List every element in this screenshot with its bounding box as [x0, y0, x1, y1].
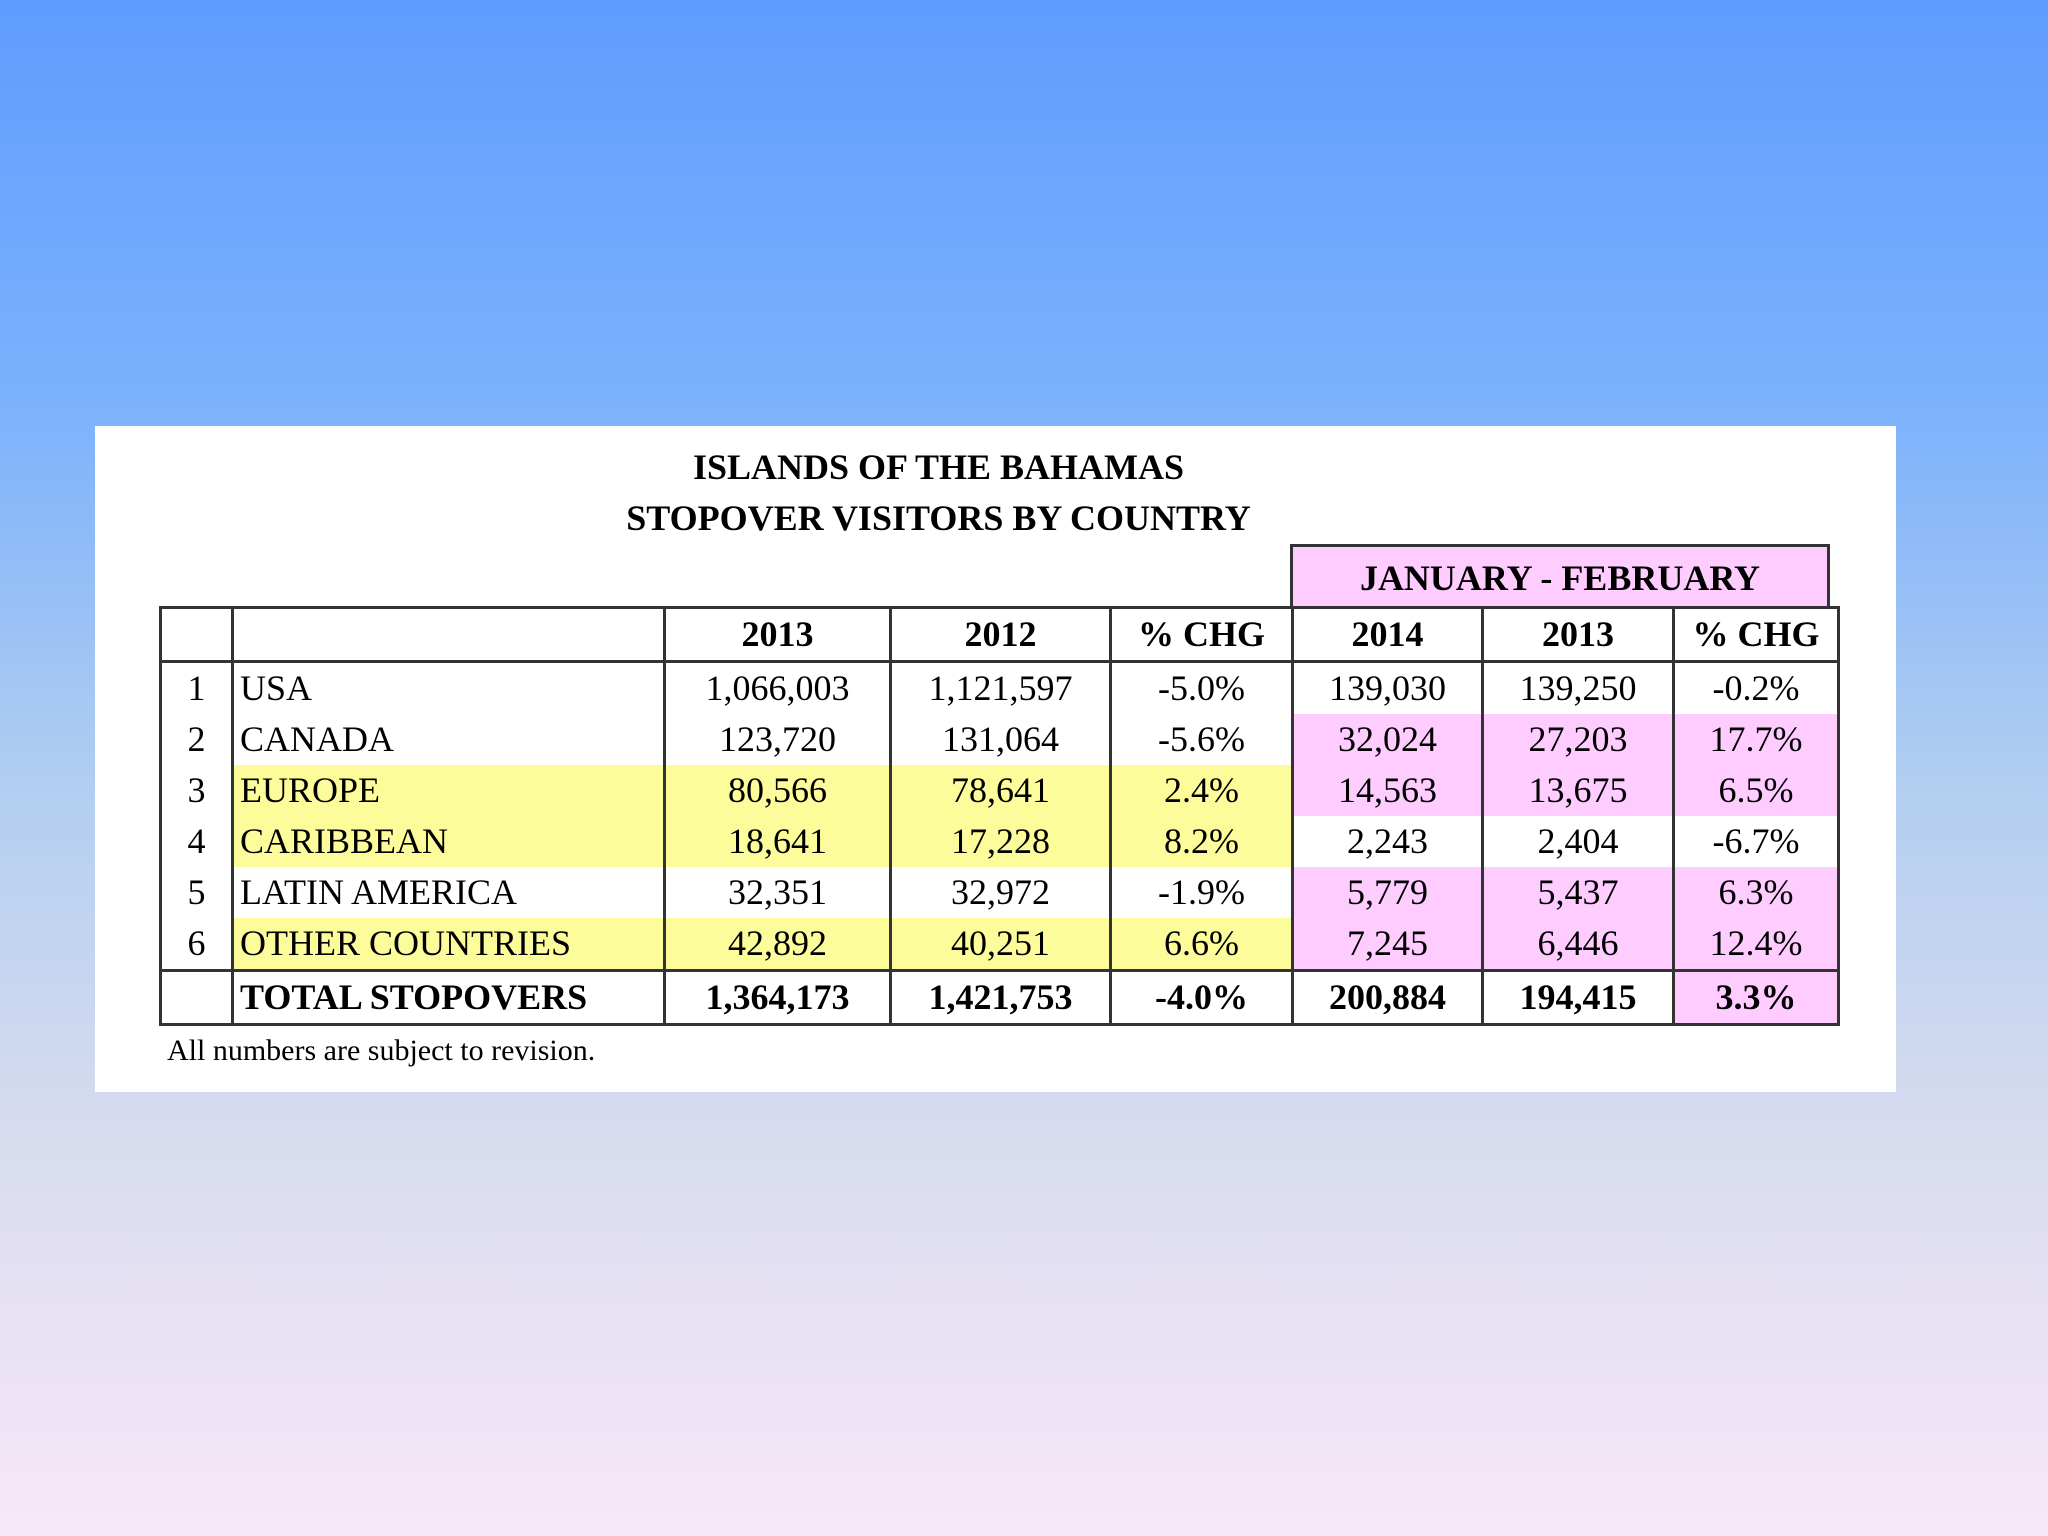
percent-change: -5.6%: [1109, 714, 1294, 765]
period-value-2014: 14,563: [1291, 765, 1484, 816]
period-value-2014: 32,024: [1291, 714, 1484, 765]
table-row: 2 CANADA 123,720 131,064 -5.6% 32,024 27…: [159, 714, 1840, 765]
period-percent-change: 12.4%: [1672, 918, 1840, 971]
total-percent-change: -4.0%: [1109, 969, 1294, 1026]
value-2012: 17,228: [889, 816, 1112, 867]
total-row: TOTAL STOPOVERS 1,364,173 1,421,753 -4.0…: [159, 969, 1840, 1026]
period-value-2013: 6,446: [1481, 918, 1675, 971]
row-index: 1: [159, 660, 234, 714]
country-name: LATIN AMERICA: [231, 867, 666, 918]
column-header: [159, 606, 234, 663]
period-percent-change: 17.7%: [1672, 714, 1840, 765]
column-header: [231, 606, 666, 663]
table-row: 3 EUROPE 80,566 78,641 2.4% 14,563 13,67…: [159, 765, 1840, 816]
period-value-2013: 27,203: [1481, 714, 1675, 765]
table-row: 6 OTHER COUNTRIES 42,892 40,251 6.6% 7,2…: [159, 918, 1840, 971]
percent-change: -1.9%: [1109, 867, 1294, 918]
table-sheet: ISLANDS OF THE BAHAMAS STOPOVER VISITORS…: [95, 426, 1896, 1092]
row-index: 2: [159, 714, 234, 765]
percent-change: 2.4%: [1109, 765, 1294, 816]
value-2012: 32,972: [889, 867, 1112, 918]
period-value-2013: 139,250: [1481, 660, 1675, 714]
column-header: 2013: [663, 606, 892, 663]
table-row: 1 USA 1,066,003 1,121,597 -5.0% 139,030 …: [159, 660, 1840, 714]
row-index: 6: [159, 918, 234, 971]
value-2012: 40,251: [889, 918, 1112, 971]
percent-change: 8.2%: [1109, 816, 1294, 867]
total-period-2014: 200,884: [1291, 969, 1484, 1026]
value-2013: 18,641: [663, 816, 892, 867]
table-row: 4 CARIBBEAN 18,641 17,228 8.2% 2,243 2,4…: [159, 816, 1840, 867]
value-2012: 131,064: [889, 714, 1112, 765]
country-name: CANADA: [231, 714, 666, 765]
table-subtitle: STOPOVER VISITORS BY COUNTRY: [626, 498, 1251, 538]
total-2012: 1,421,753: [889, 969, 1112, 1026]
column-header: % CHG: [1109, 606, 1294, 663]
row-index: 3: [159, 765, 234, 816]
header-row: 2013 2012 % CHG 2014 2013 % CHG: [159, 606, 1840, 663]
percent-change: 6.6%: [1109, 918, 1294, 971]
period-value-2013: 13,675: [1481, 765, 1675, 816]
column-header: 2013: [1481, 606, 1675, 663]
row-index: 5: [159, 867, 234, 918]
value-2013: 123,720: [663, 714, 892, 765]
value-2013: 42,892: [663, 918, 892, 971]
period-percent-change: -0.2%: [1672, 660, 1840, 714]
table-title: ISLANDS OF THE BAHAMAS: [692, 447, 1185, 487]
value-2013: 80,566: [663, 765, 892, 816]
total-period-percent-change: 3.3%: [1672, 969, 1840, 1026]
value-2013: 1,066,003: [663, 660, 892, 714]
period-value-2014: 139,030: [1291, 660, 1484, 714]
total-2013: 1,364,173: [663, 969, 892, 1026]
period-percent-change: 6.5%: [1672, 765, 1840, 816]
country-name: EUROPE: [231, 765, 666, 816]
value-2012: 78,641: [889, 765, 1112, 816]
period-percent-change: -6.7%: [1672, 816, 1840, 867]
country-name: OTHER COUNTRIES: [231, 918, 666, 971]
row-index: [159, 969, 234, 1026]
stopover-table: 2013 2012 % CHG 2014 2013 % CHG 1 USA 1,…: [159, 606, 1840, 1026]
period-header: JANUARY - FEBRUARY: [1290, 544, 1830, 606]
value-2013: 32,351: [663, 867, 892, 918]
period-value-2014: 2,243: [1291, 816, 1484, 867]
table-row: 5 LATIN AMERICA 32,351 32,972 -1.9% 5,77…: [159, 867, 1840, 918]
period-value-2013: 5,437: [1481, 867, 1675, 918]
period-value-2013: 2,404: [1481, 816, 1675, 867]
period-value-2014: 7,245: [1291, 918, 1484, 971]
column-header: 2012: [889, 606, 1112, 663]
total-period-2013: 194,415: [1481, 969, 1675, 1026]
country-name: CARIBBEAN: [231, 816, 666, 867]
period-value-2014: 5,779: [1291, 867, 1484, 918]
column-header: 2014: [1291, 606, 1484, 663]
percent-change: -5.0%: [1109, 660, 1294, 714]
row-index: 4: [159, 816, 234, 867]
column-header: % CHG: [1672, 606, 1840, 663]
period-percent-change: 6.3%: [1672, 867, 1840, 918]
value-2012: 1,121,597: [889, 660, 1112, 714]
revision-note: All numbers are subject to revision.: [167, 1034, 596, 1067]
country-name: USA: [231, 660, 666, 714]
total-label: TOTAL STOPOVERS: [231, 969, 666, 1026]
